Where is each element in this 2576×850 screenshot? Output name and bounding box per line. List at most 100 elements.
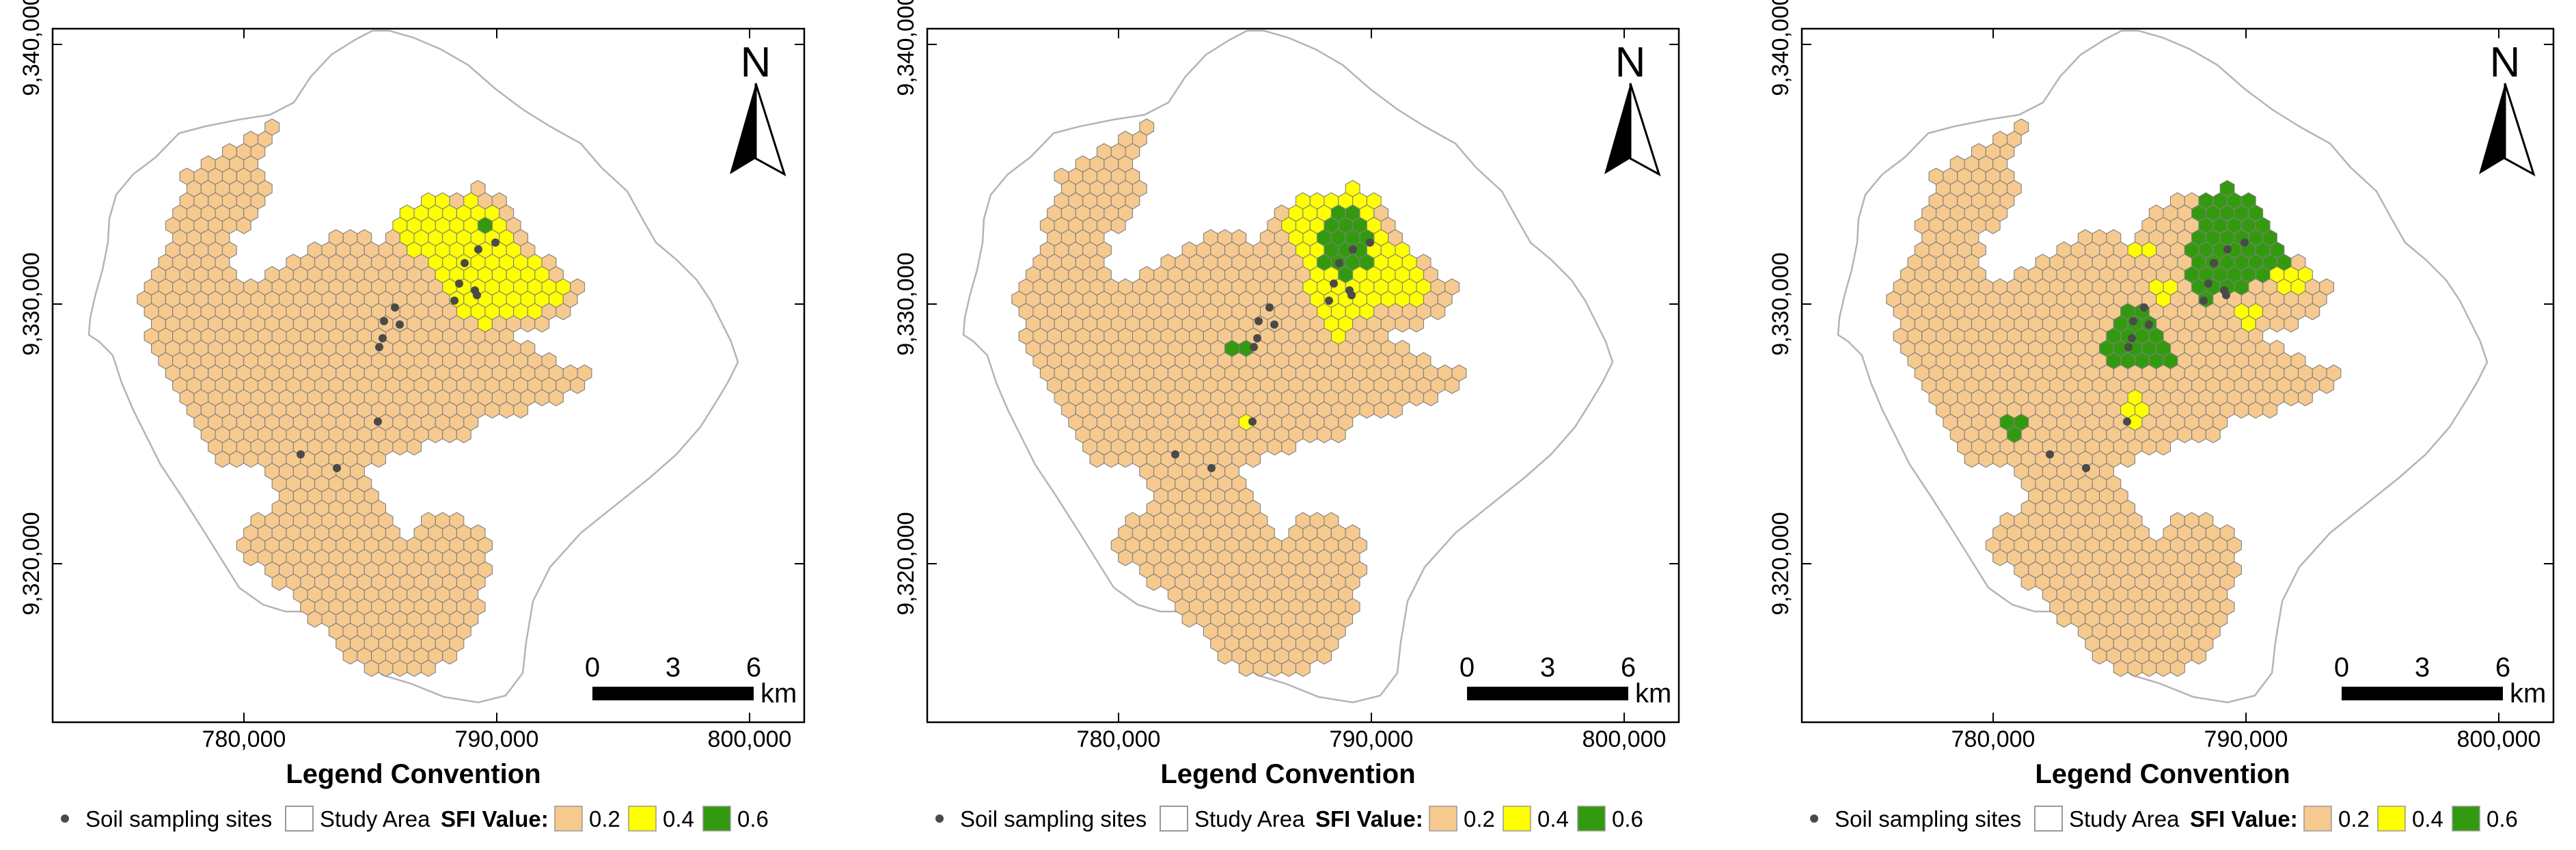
- sfi-cell-02: [1110, 217, 1126, 234]
- soil-sampling-site: [461, 259, 469, 267]
- scale-bar-unit: km: [2510, 678, 2546, 709]
- legend-swatch-02: [2303, 806, 2332, 832]
- legend: Legend Convention Soil sampling sites Stud…: [935, 759, 1643, 832]
- map-frame-border: [1800, 27, 2555, 724]
- sfi-cell-02: [307, 610, 323, 628]
- soil-sampling-site: [1248, 417, 1257, 426]
- soil-sampling-sites: [297, 238, 499, 472]
- sfi-cell-02: [520, 315, 536, 333]
- soil-sampling-site: [474, 245, 482, 253]
- sfi-cell-02: [243, 549, 259, 566]
- sfi-cell-02: [2092, 647, 2107, 665]
- sfi-cell-02: [1423, 389, 1438, 407]
- soil-sampling-site: [1325, 297, 1333, 305]
- sfi-cell-02: [456, 426, 471, 443]
- soil-sampling-site: [396, 320, 404, 329]
- sfi-cell-02: [364, 659, 379, 677]
- map-frame-border: [51, 27, 806, 724]
- legend-sfi-label: SFI Value:: [441, 806, 549, 832]
- soil-sampling-site: [473, 291, 481, 299]
- scale-bar-tick: 6: [2495, 653, 2510, 683]
- soil-sampling-sites: [2046, 238, 2249, 472]
- study-area-boundary: [1837, 29, 2489, 704]
- y-tick-label: 9,340,000: [18, 0, 44, 96]
- north-label: N: [1615, 39, 1646, 86]
- soil-sampling-site: [375, 343, 383, 351]
- y-tick-label: 9,330,000: [1768, 252, 1794, 355]
- scale-bar: 0 3 6km: [1460, 653, 1671, 709]
- soil-sampling-site: [1255, 317, 1263, 325]
- legend-class-label: 0.2: [2338, 806, 2370, 832]
- sfi-cell-02: [428, 426, 443, 443]
- scale-bar-tick: 6: [746, 653, 761, 683]
- scale-bar-tick: 0: [585, 653, 600, 683]
- x-tick-label: 790,000: [2204, 726, 2288, 752]
- sfi-cell-02: [2191, 426, 2206, 443]
- sfi-hex-grid: [1011, 118, 1467, 677]
- sfi-cell-02: [2127, 659, 2143, 677]
- y-tick-label: 9,340,000: [893, 0, 919, 96]
- sfi-cell-02: [499, 401, 515, 419]
- sfi-cell-02: [1267, 438, 1283, 456]
- sfi-cell-02: [548, 389, 564, 407]
- sfi-cell-02: [1992, 549, 2008, 566]
- study-area-boundary: [87, 29, 739, 704]
- north-arrow-icon: N: [2479, 39, 2536, 177]
- soil-sampling-site: [1335, 259, 1343, 267]
- y-tick-label: 9,330,000: [18, 252, 44, 355]
- sfi-cell-02: [371, 450, 387, 468]
- sfi-cell-02: [2156, 438, 2171, 456]
- legend-class-label: 0.6: [2486, 806, 2518, 832]
- soil-sampling-site: [2241, 238, 2249, 247]
- sfi-cell-02: [2141, 438, 2157, 456]
- sfi-cell-02: [1409, 315, 1425, 333]
- sfi-cell-02: [534, 389, 550, 407]
- sfi-cell-02: [2262, 401, 2277, 419]
- legend-study-area-swatch: [285, 806, 314, 832]
- sfi-cell-02: [1395, 315, 1410, 333]
- sfi-cell-02: [2205, 426, 2221, 443]
- legend-swatch-04: [1503, 806, 1531, 832]
- scale-bar-segment: [592, 687, 754, 700]
- legend-sampling-sites-label: Soil sampling sites: [85, 806, 272, 832]
- sfi-cell-02: [513, 401, 528, 419]
- study-area-boundary: [962, 29, 1614, 704]
- sfi-cell-02: [1238, 659, 1254, 677]
- legend-swatch-06: [1577, 806, 1606, 832]
- x-tick-label: 790,000: [455, 726, 539, 752]
- soil-sampling-site: [380, 317, 388, 325]
- soil-sampling-site: [391, 303, 399, 312]
- sfi-cell-02: [1330, 426, 1346, 443]
- legend-swatch-02: [1429, 806, 1457, 832]
- map-content: [1837, 29, 2489, 704]
- sfi-cell-02: [1373, 401, 1389, 419]
- north-label: N: [741, 39, 771, 86]
- sfi-cell-02: [2284, 315, 2299, 333]
- legend-sfi-label: SFI Value:: [1315, 806, 1423, 832]
- legend-class-label: 0.2: [589, 806, 620, 832]
- sfi-cell-02: [1317, 647, 1332, 665]
- sfi-cell-02: [236, 217, 251, 234]
- sfi-cell-02: [1089, 450, 1105, 468]
- soil-sampling-site: [2222, 291, 2230, 299]
- soil-sampling-site: [450, 297, 458, 305]
- legend-swatch-04: [628, 806, 657, 832]
- x-tick-label: 790,000: [1330, 726, 1414, 752]
- sfi-cell-02: [442, 647, 457, 665]
- soil-sampling-site: [2200, 297, 2208, 305]
- sfi-cell-02: [1146, 573, 1162, 591]
- x-tick-label: 800,000: [1582, 726, 1667, 752]
- legend-study-area-label: Study Area: [320, 806, 430, 832]
- scale-bar-tick: 3: [666, 653, 681, 683]
- sfi-cell-02: [1281, 659, 1297, 677]
- sfi-cell-02: [2169, 659, 2185, 677]
- legend-study-area-label: Study Area: [2069, 806, 2180, 832]
- scale-bar-segment: [2342, 687, 2503, 700]
- sfi-cell-02: [534, 315, 550, 333]
- legend-sampling-site-icon: [935, 814, 944, 823]
- legend-class-label: 0.4: [663, 806, 694, 832]
- sfi-cell-02: [2056, 610, 2072, 628]
- sfi-cell-02: [1978, 450, 1994, 468]
- soil-sampling-site: [1347, 291, 1356, 299]
